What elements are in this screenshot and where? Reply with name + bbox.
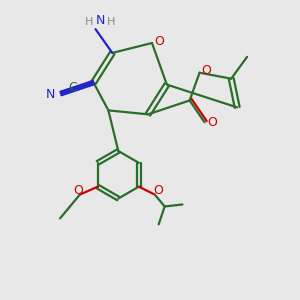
- Text: O: O: [202, 64, 212, 77]
- Text: O: O: [208, 116, 218, 129]
- Text: C: C: [68, 81, 77, 94]
- Text: O: O: [153, 184, 163, 197]
- Text: H: H: [84, 17, 93, 27]
- Text: N: N: [46, 88, 56, 101]
- Text: N: N: [96, 14, 105, 27]
- Text: O: O: [154, 34, 164, 47]
- Text: O: O: [73, 184, 83, 197]
- Text: H: H: [107, 17, 116, 27]
